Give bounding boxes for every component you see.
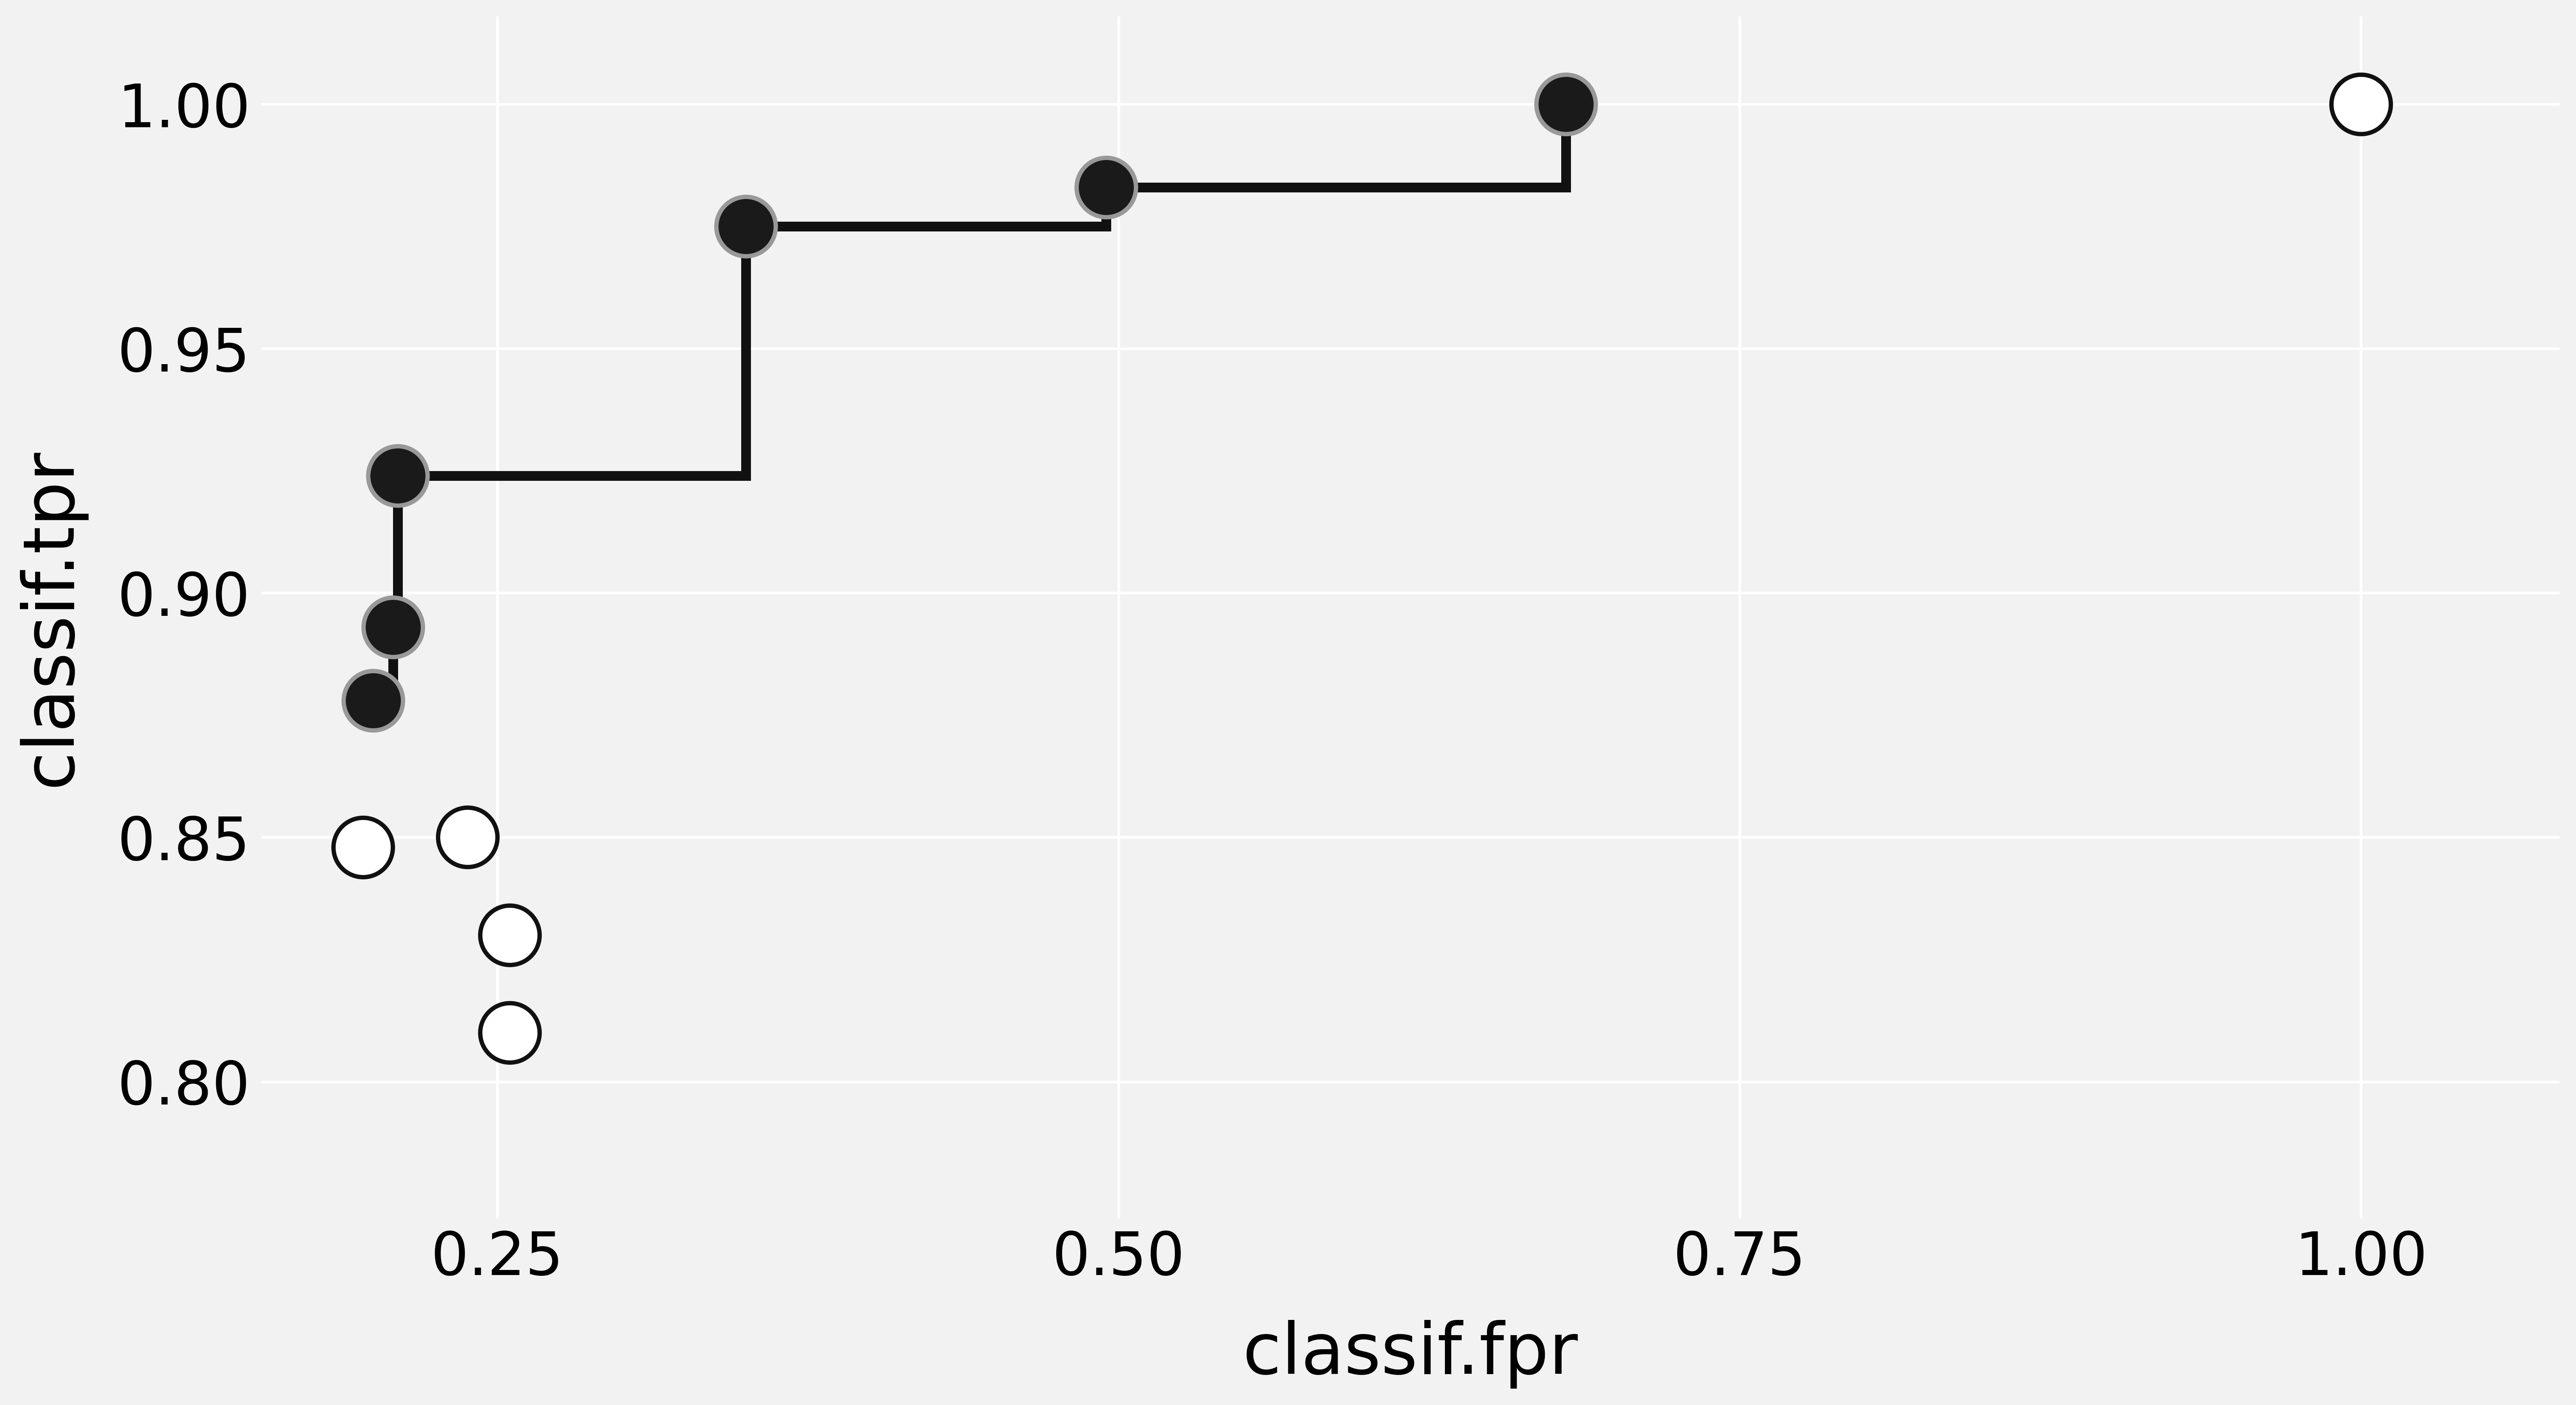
- Point: [489, 924, 531, 947]
- Y-axis label: classif.tpr: classif.tpr: [15, 448, 85, 787]
- X-axis label: classif.fpr: classif.fpr: [1242, 1321, 1579, 1388]
- Point: [376, 465, 417, 488]
- Point: [353, 690, 394, 712]
- Point: [2342, 93, 2383, 115]
- Point: [343, 836, 384, 858]
- Point: [1546, 93, 1587, 115]
- Point: [374, 615, 415, 638]
- Point: [446, 826, 487, 849]
- Point: [1084, 176, 1126, 198]
- Point: [489, 1021, 531, 1044]
- Point: [724, 215, 765, 237]
